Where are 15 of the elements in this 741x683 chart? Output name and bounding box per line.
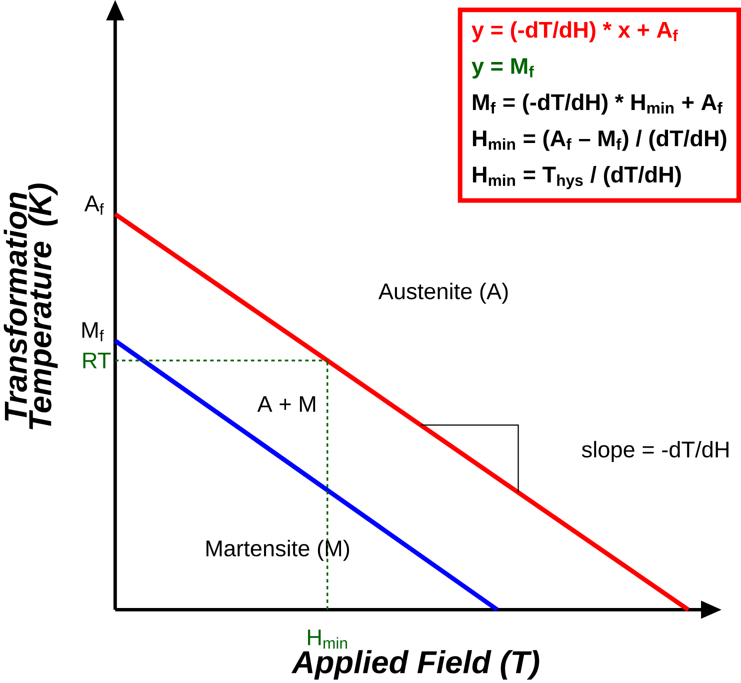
annotation: Martensite (M) bbox=[206, 540, 350, 561]
x-axis-title: Applied Field (T) bbox=[291, 650, 540, 680]
text: M$_{f}$ bbox=[82, 322, 104, 342]
annotation: A + M bbox=[257, 396, 316, 412]
text: H$_{min}$ bbox=[308, 629, 347, 648]
text: H$_{min}$ = (A$_{f}$ – M$_{f}$) / (dT/dH) bbox=[472, 130, 726, 151]
text: y = (-dT/dH) * x + A$_{f}$ bbox=[472, 20, 678, 42]
text: A$_{f}$ bbox=[84, 195, 104, 214]
text: y = M$_{f}$ bbox=[472, 58, 534, 78]
text: H$_{min}$ = T$_{hys}$ / (dT/dH) bbox=[472, 166, 681, 189]
ref-line-label: RT bbox=[83, 352, 111, 368]
text: M$_{f}$ = (-dT/dH) * H$_{min}$ + A$_{f}$ bbox=[472, 93, 722, 114]
y-axis-title: Transformation Temperature (K) bbox=[4, 183, 58, 430]
annotation: slope = -dT/dH bbox=[582, 440, 728, 462]
annotation: Austenite (A) bbox=[378, 282, 508, 304]
